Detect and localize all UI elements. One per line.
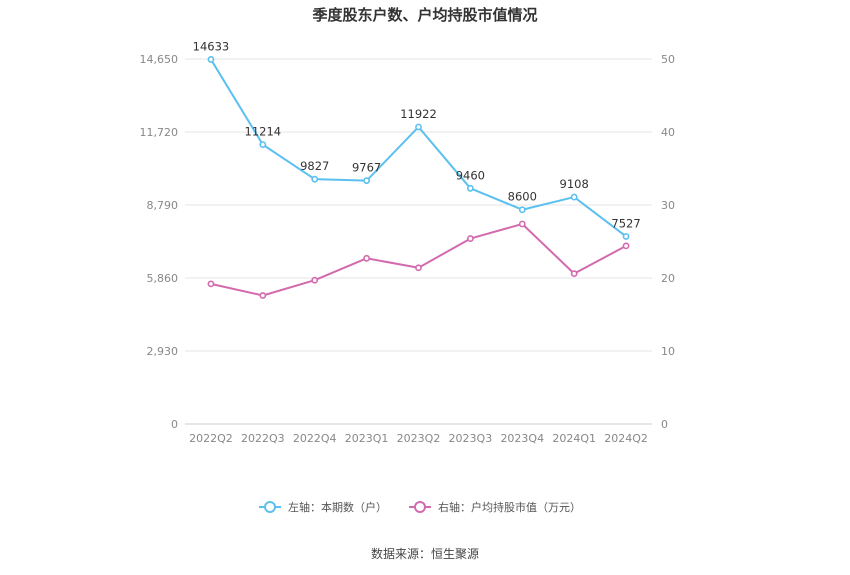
x-tick-label: 2024Q1 <box>552 432 596 445</box>
data-label: 8600 <box>508 190 537 204</box>
source-note: 数据来源：恒生聚源 <box>371 546 479 561</box>
series-line-avg-holding-value <box>210 222 627 297</box>
x-axis-ticks: 2022Q2 2022Q3 2022Q4 2023Q1 2023Q2 2023Q3 2023… <box>189 432 648 445</box>
data-point <box>207 280 215 288</box>
series-layer: 14633 11214 9827 9767 11922 9460 8600 9108 7527 <box>193 39 641 299</box>
right-tick-label: 40 <box>661 126 675 139</box>
data-point <box>311 276 319 284</box>
legend-marker-right <box>414 501 426 513</box>
data-label: 11922 <box>400 107 437 121</box>
data-label: 9767 <box>352 161 381 175</box>
data-point <box>466 235 474 242</box>
data-label: 7527 <box>611 216 640 230</box>
x-tick-label: 2022Q3 <box>241 432 285 445</box>
data-point <box>311 175 319 183</box>
data-point <box>466 184 474 192</box>
x-tick-label: 2023Q2 <box>397 432 441 445</box>
data-point <box>259 141 267 149</box>
x-tick-label: 2023Q1 <box>345 432 389 445</box>
data-point <box>415 264 422 272</box>
data-label: 9460 <box>456 168 485 182</box>
legend-label-right: 右轴：户均持股市值（万元） <box>438 500 581 514</box>
data-point <box>207 56 215 63</box>
legend-label-left: 左轴：本期数（户） <box>288 500 387 514</box>
x-tick-label: 2022Q2 <box>189 432 233 445</box>
legend-item-left[interactable]: 左轴：本期数（户） <box>259 500 387 514</box>
data-point <box>363 254 371 262</box>
chart-title: 季度股东户数、户均持股市值情况 <box>312 6 537 24</box>
right-tick-label: 10 <box>661 345 675 358</box>
data-point <box>415 123 422 131</box>
data-label: 9827 <box>300 159 329 173</box>
left-tick-label: 5,860 <box>147 272 179 285</box>
data-point <box>518 206 526 214</box>
data-label: 11214 <box>245 125 282 139</box>
right-tick-label: 50 <box>661 53 675 66</box>
x-tick-label: 2022Q4 <box>293 432 337 445</box>
left-tick-label: 0 <box>171 418 178 431</box>
right-tick-label: 0 <box>661 418 668 431</box>
left-tick-label: 14,650 <box>140 53 179 66</box>
right-tick-label: 20 <box>661 272 675 285</box>
grid <box>185 58 652 425</box>
data-point <box>622 242 630 250</box>
x-tick-label: 2024Q2 <box>604 432 648 445</box>
data-point <box>570 270 578 278</box>
left-tick-label: 11,720 <box>140 126 179 139</box>
legend-item-right[interactable]: 右轴：户均持股市值（万元） <box>409 500 581 514</box>
data-label: 14633 <box>193 39 230 53</box>
left-tick-label: 2,930 <box>147 345 179 358</box>
legend[interactable]: 左轴：本期数（户） 右轴：户均持股市值（万元） <box>259 500 581 514</box>
left-axis-ticks: 0 2,930 5,860 8,790 11,720 14,650 <box>140 53 179 431</box>
x-tick-label: 2023Q4 <box>500 432 544 445</box>
data-point <box>570 193 578 201</box>
data-point <box>363 177 371 185</box>
right-axis-ticks: 0 10 20 30 40 50 <box>661 53 675 431</box>
data-point <box>518 220 526 228</box>
series-line-households <box>210 58 627 238</box>
data-point <box>622 233 630 240</box>
x-tick-label: 2023Q3 <box>449 432 493 445</box>
legend-marker-left <box>264 501 276 513</box>
data-point <box>259 292 267 299</box>
data-label: 9108 <box>560 177 589 191</box>
left-tick-label: 8,790 <box>147 199 179 212</box>
right-tick-label: 30 <box>661 199 675 212</box>
